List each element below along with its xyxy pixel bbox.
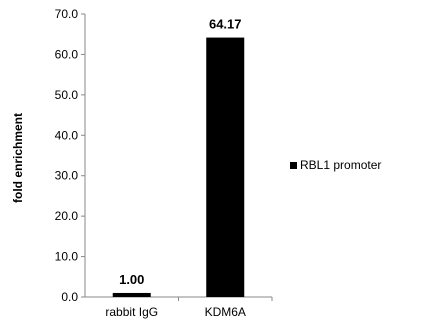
x-tick-label: KDM6A [205,305,246,319]
y-tick-label: 10.0 [55,250,79,264]
x-tick-labels: rabbit IgG KDM6A [105,297,273,319]
legend-swatch [290,161,297,169]
y-tick-label: 0.0 [61,290,78,304]
y-axis-label: fold enrichment [11,113,25,203]
x-tick-label: rabbit IgG [105,305,158,319]
bar [206,37,245,298]
y-tick-label: 20.0 [55,209,79,223]
data-label: 1.00 [119,272,144,287]
y-ticks: 0.0 10.0 20.0 30.0 40.0 50.0 60.0 70.0 [55,7,85,304]
data-labels: 1.00 64.17 [119,17,241,287]
y-tick-label: 70.0 [55,7,79,21]
bar [112,292,151,297]
y-tick-label: 40.0 [55,128,79,142]
legend: RBL1 promoter [290,158,381,172]
y-tick-label: 60.0 [55,47,79,61]
legend-label: RBL1 promoter [300,158,382,172]
data-label: 64.17 [209,17,242,32]
bars [112,37,245,298]
y-tick-label: 50.0 [55,88,79,102]
y-tick-label: 30.0 [55,169,79,183]
